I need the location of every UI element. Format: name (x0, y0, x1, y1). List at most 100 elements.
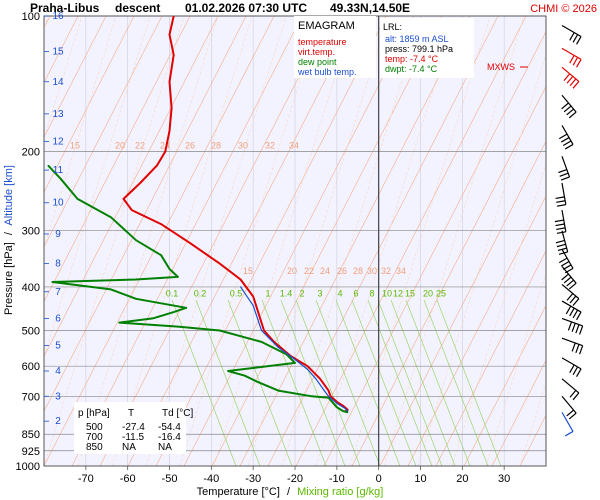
series-point (327, 390, 330, 392)
dry-adiabat-line (211, 16, 443, 466)
wind-barb-feather (571, 342, 576, 352)
pressure-tick-label: 300 (22, 226, 40, 238)
pressure-tick-label: 700 (22, 391, 40, 403)
wind-barb (555, 230, 569, 255)
wind-barb-feather (564, 143, 574, 150)
chart-station: Praha-Libus (30, 1, 100, 15)
mixing-ratio-label: 6 (353, 288, 358, 298)
wind-barb-feather (556, 227, 566, 231)
mixing-ratio-label: 20 (115, 140, 125, 150)
moist-adiabat-line (451, 162, 546, 466)
wind-barb-staff (561, 25, 582, 38)
series-point (323, 390, 325, 392)
pressure-tick-label: 925 (22, 446, 40, 458)
dry-adiabat-line (99, 16, 331, 466)
wind-barb-feather (563, 105, 572, 113)
wind-barb-feather (561, 273, 569, 281)
dry-adiabat-line (44, 16, 191, 303)
altitude-tick-label: 15 (52, 47, 64, 58)
wind-barb-staff (561, 337, 583, 347)
dry-adiabat-line (295, 16, 527, 466)
altitude-tick-label: 6 (55, 313, 61, 324)
wind-barb-staff (561, 412, 574, 432)
wind-barb-feather (568, 282, 577, 290)
mixing-ratio-label: 26 (337, 266, 347, 276)
series-point (240, 278, 242, 281)
series-point (327, 397, 330, 399)
legend: EMAGRAM temperature virt.temp. dew point… (294, 16, 376, 78)
dry-adiabat-line (323, 30, 546, 466)
temperature-tick-labels: -70 -60 -50 -40 -30 -20 -10 0 10 20 30 (78, 466, 510, 485)
mixing-ratio-label: 22 (304, 266, 314, 276)
series-point (51, 281, 53, 283)
chart-credit: CHMI © 2026 (530, 3, 597, 15)
wind-barb (561, 47, 582, 68)
mixing-ratio-label: 15 (70, 140, 80, 150)
altitude-tick-label: 4 (55, 366, 61, 377)
series-point (160, 223, 162, 225)
mxws-label: MXWS (487, 62, 515, 72)
series-point (152, 317, 154, 320)
wind-barb-feather (576, 59, 582, 68)
chart-coords: 49.33N,14.50E (330, 1, 410, 15)
series-point (47, 164, 49, 167)
wind-barb-feather (555, 196, 565, 200)
wind-barb-feather (569, 55, 575, 64)
temperature-tick-label: 20 (456, 473, 468, 485)
altitude-tick-label: 11 (53, 165, 64, 176)
series-point (139, 182, 141, 184)
series-point (189, 242, 192, 244)
mixing-ratio-label: 28 (353, 266, 363, 276)
wind-barb-feather (579, 325, 584, 335)
mixing-ratio-label: 2 (299, 288, 304, 298)
series-point (342, 410, 344, 412)
mixing-ratio-label: 24 (320, 266, 330, 276)
altitude-tick-label: 2 (55, 416, 61, 427)
wind-barb (561, 395, 577, 420)
temperature-tick-label: -20 (287, 473, 303, 485)
altitude-tick-label: 8 (55, 259, 61, 270)
table-cell: NA (158, 442, 172, 453)
table-cell: 500 (86, 422, 103, 433)
mixing-ratio-line (315, 299, 381, 466)
wind-barb (561, 265, 577, 290)
table-header: p [hPa] (78, 408, 110, 419)
pressure-tick-label: 600 (22, 361, 40, 373)
moist-adiabat-line (179, 16, 321, 466)
wind-barb-feather (572, 81, 580, 89)
altitude-tick-label: 5 (55, 341, 61, 352)
wind-barb-staff (561, 230, 569, 253)
dry-adiabat-line (491, 359, 546, 466)
series-point (118, 321, 120, 324)
series-point (164, 150, 166, 153)
wind-barb (558, 125, 574, 150)
pressure-tick-label: 1000 (16, 461, 40, 473)
table-cell: -11.5 (122, 432, 144, 443)
series-dew-point (47, 164, 348, 414)
series-point (342, 405, 344, 407)
dry-adiabat-line (44, 16, 107, 139)
wind-barb-feather (576, 311, 582, 321)
altitude-tick-label: 16 (52, 11, 64, 22)
series-point (327, 395, 330, 397)
wind-barb-feather (556, 200, 566, 203)
moist-adiabat-line (281, 16, 423, 466)
mixing-ratio-line (377, 299, 443, 466)
series-point (319, 378, 321, 380)
table-cell: NA (122, 442, 136, 453)
y-axis-label-pressure: Pressure [hPa] (3, 242, 15, 315)
temperature-tick-label: -60 (120, 473, 136, 485)
wind-barb-staff (561, 94, 577, 113)
mixing-ratio-line (390, 299, 456, 466)
wind-barb-feather (569, 389, 577, 398)
y-axis-label: Pressure [hPa] / Altitude [km] (3, 165, 15, 315)
mixing-ratio-label: 1.4 (280, 288, 293, 298)
altitude-tick-label: 10 (52, 198, 64, 209)
series-point (256, 381, 258, 383)
mixing-ratio-label: 25 (436, 288, 446, 298)
series-point (311, 395, 313, 397)
wind-barb-feather (563, 73, 571, 82)
wind-barb (561, 94, 577, 119)
dry-adiabat-line (407, 195, 546, 466)
